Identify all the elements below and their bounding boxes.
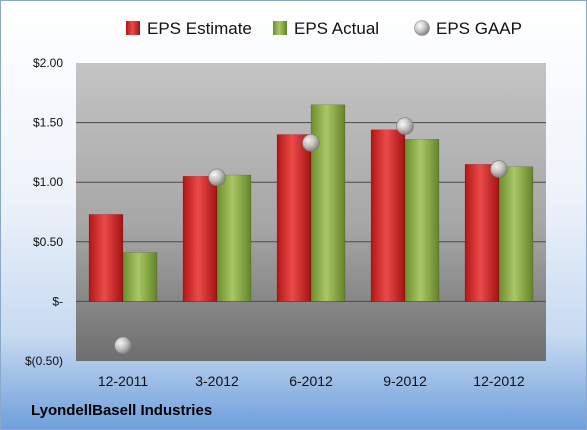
- legend-marker: [414, 20, 430, 36]
- eps-gaap-marker: [396, 117, 414, 135]
- legend-label: EPS GAAP: [436, 19, 522, 38]
- legend-label: EPS Estimate: [147, 19, 252, 38]
- y-tick-label: $-: [52, 294, 63, 308]
- eps-actual-bar: [216, 174, 252, 302]
- eps-actual-bar: [122, 252, 158, 302]
- eps-estimate-bar: [88, 214, 124, 302]
- eps-actual-bar: [310, 104, 346, 302]
- x-category-label: 3-2012: [195, 373, 239, 389]
- y-tick-label: $1.50: [33, 116, 63, 130]
- gaap-markers: [114, 117, 508, 355]
- y-axis-ticks: $2.00 $1.50 $1.00 $0.50 $- $(0.50): [25, 56, 63, 368]
- x-category-label: 12-2012: [473, 373, 525, 389]
- eps-gaap-marker: [208, 168, 226, 187]
- legend-label: EPS Actual: [294, 19, 379, 38]
- eps-actual-bar: [498, 166, 534, 302]
- eps-gaap-marker: [302, 134, 320, 152]
- y-tick-label: $1.00: [33, 175, 63, 189]
- y-tick-label: $0.50: [33, 235, 63, 249]
- eps-estimate-bar: [182, 175, 218, 302]
- legend-swatch: [273, 21, 287, 35]
- y-tick-label: $2.00: [33, 56, 63, 70]
- eps-estimate-bar: [370, 129, 406, 302]
- eps-gaap-marker: [490, 160, 508, 178]
- eps-estimate-bar: [276, 134, 312, 302]
- company-name: LyondellBasell Industries: [31, 402, 213, 419]
- x-category-label: 6-2012: [289, 373, 333, 389]
- eps-estimate-bar: [464, 164, 500, 302]
- legend: EPS Estimate EPS Actual EPS GAAP: [126, 19, 522, 38]
- eps-actual-bar: [404, 139, 440, 302]
- x-axis-categories: 12-2011 3-2012 6-2012 9-2012 12-2012: [98, 373, 525, 389]
- eps-gaap-marker: [114, 336, 132, 355]
- x-category-label: 12-2011: [98, 373, 149, 389]
- x-category-label: 9-2012: [383, 373, 427, 389]
- legend-swatch: [126, 21, 140, 35]
- y-tick-label: $(0.50): [25, 354, 63, 368]
